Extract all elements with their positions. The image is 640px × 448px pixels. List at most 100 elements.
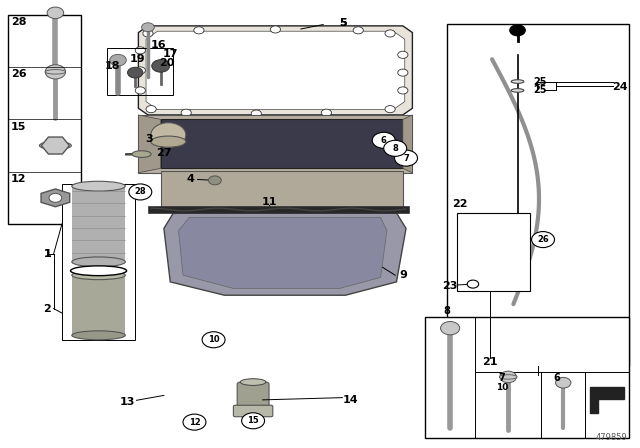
Text: 17: 17 (163, 49, 178, 59)
Text: 479859: 479859 (596, 433, 628, 442)
Text: 11: 11 (261, 197, 276, 207)
Circle shape (384, 140, 406, 156)
Polygon shape (42, 137, 69, 154)
Polygon shape (590, 387, 624, 413)
Ellipse shape (72, 181, 125, 191)
Circle shape (135, 47, 145, 54)
Circle shape (385, 30, 395, 37)
Circle shape (135, 87, 145, 94)
Ellipse shape (511, 89, 524, 92)
Circle shape (510, 25, 525, 36)
Circle shape (397, 87, 408, 94)
Text: 8: 8 (392, 144, 398, 153)
Text: 3: 3 (145, 134, 153, 143)
Polygon shape (138, 26, 412, 115)
Text: 10: 10 (208, 335, 220, 344)
Text: 15: 15 (247, 416, 259, 425)
Text: 26: 26 (11, 69, 27, 79)
Circle shape (251, 110, 261, 117)
Ellipse shape (40, 142, 71, 150)
Polygon shape (138, 115, 161, 173)
Text: 1: 1 (44, 249, 51, 259)
Text: 25: 25 (533, 77, 547, 86)
Ellipse shape (151, 123, 186, 147)
Polygon shape (403, 115, 412, 173)
Polygon shape (161, 171, 403, 208)
Polygon shape (179, 217, 387, 289)
FancyBboxPatch shape (237, 382, 269, 415)
Circle shape (500, 371, 516, 383)
Text: 21: 21 (482, 357, 497, 367)
Text: 8: 8 (444, 306, 451, 316)
Bar (457, 213, 531, 291)
Circle shape (129, 184, 152, 200)
Circle shape (532, 232, 554, 248)
Polygon shape (146, 31, 404, 110)
Ellipse shape (72, 331, 125, 340)
Text: 22: 22 (452, 199, 468, 209)
Text: 23: 23 (442, 281, 457, 291)
Circle shape (440, 322, 460, 335)
Circle shape (385, 106, 395, 113)
Circle shape (209, 176, 221, 185)
Circle shape (397, 51, 408, 58)
Ellipse shape (72, 257, 125, 267)
Text: 9: 9 (399, 270, 407, 280)
Circle shape (242, 413, 264, 429)
Circle shape (194, 27, 204, 34)
Text: 5: 5 (339, 18, 347, 28)
Text: 14: 14 (343, 395, 358, 405)
Text: 5: 5 (339, 18, 347, 28)
Circle shape (146, 106, 156, 113)
Polygon shape (161, 119, 403, 168)
Circle shape (467, 280, 479, 288)
Text: 7: 7 (499, 373, 505, 383)
Circle shape (270, 26, 280, 33)
Text: 10: 10 (495, 383, 508, 392)
Circle shape (181, 109, 191, 116)
Ellipse shape (241, 379, 266, 385)
Polygon shape (138, 115, 412, 173)
Circle shape (372, 132, 395, 148)
Text: 7: 7 (403, 154, 409, 163)
Circle shape (109, 54, 126, 66)
Text: 6: 6 (554, 373, 560, 383)
Text: 24: 24 (612, 82, 627, 92)
Text: 27: 27 (156, 148, 172, 158)
Ellipse shape (511, 80, 524, 83)
Bar (72, 275, 125, 335)
FancyBboxPatch shape (234, 405, 273, 417)
Polygon shape (148, 206, 409, 213)
Text: 28: 28 (134, 187, 146, 196)
Polygon shape (41, 189, 70, 207)
Circle shape (202, 332, 225, 348)
Ellipse shape (72, 271, 125, 280)
Text: 16: 16 (150, 40, 166, 50)
Circle shape (394, 150, 417, 166)
Text: 19: 19 (129, 54, 145, 64)
Circle shape (183, 414, 206, 430)
Circle shape (47, 7, 63, 19)
Circle shape (141, 23, 154, 32)
Ellipse shape (151, 136, 186, 147)
Ellipse shape (499, 375, 517, 379)
Text: 6: 6 (381, 136, 387, 145)
Bar (425, 318, 629, 438)
Bar (72, 186, 125, 262)
Text: 13: 13 (119, 397, 134, 407)
Circle shape (397, 69, 408, 76)
Text: 4: 4 (186, 174, 194, 185)
Bar (447, 24, 629, 366)
Circle shape (49, 194, 62, 202)
Ellipse shape (132, 151, 151, 157)
Text: 2: 2 (44, 304, 51, 314)
Circle shape (353, 27, 364, 34)
Circle shape (45, 65, 65, 79)
Text: 25: 25 (533, 86, 547, 95)
Circle shape (321, 109, 332, 116)
Circle shape (556, 377, 571, 388)
Text: 18: 18 (105, 61, 121, 71)
Text: 12: 12 (189, 418, 200, 426)
Bar (8, 15, 81, 224)
Text: 20: 20 (159, 58, 175, 68)
